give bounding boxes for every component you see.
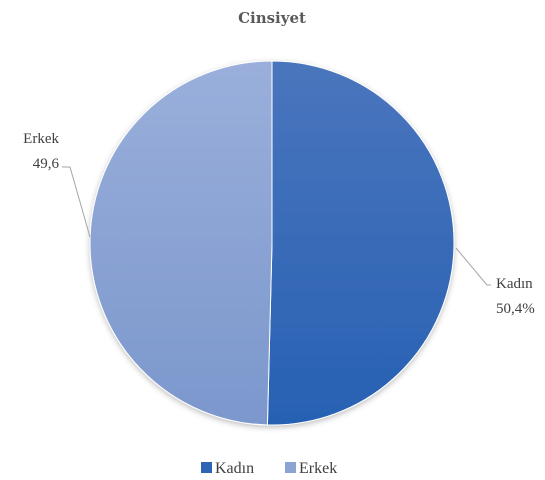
leader-line-kadin	[455, 247, 491, 286]
slice-value-erkek: 49,6	[33, 156, 60, 172]
legend-swatch-kadin	[201, 462, 212, 473]
pie-slices	[89, 60, 455, 426]
legend-label-kadin: Kadın	[215, 460, 254, 477]
leader-line-erkek	[62, 166, 91, 238]
legend: Kadın Erkek	[201, 460, 337, 477]
slice-value-kadin: 50,4%	[496, 301, 535, 317]
pie-slice-erkek	[89, 60, 273, 426]
legend-label-erkek: Erkek	[299, 460, 337, 477]
pie-slice-kadin	[266, 60, 455, 426]
slice-label-erkek: Erkek	[23, 131, 59, 147]
chart-title: Cinsiyet	[238, 9, 306, 27]
slice-label-kadin: Kadın	[496, 276, 533, 292]
legend-swatch-erkek	[285, 462, 296, 473]
